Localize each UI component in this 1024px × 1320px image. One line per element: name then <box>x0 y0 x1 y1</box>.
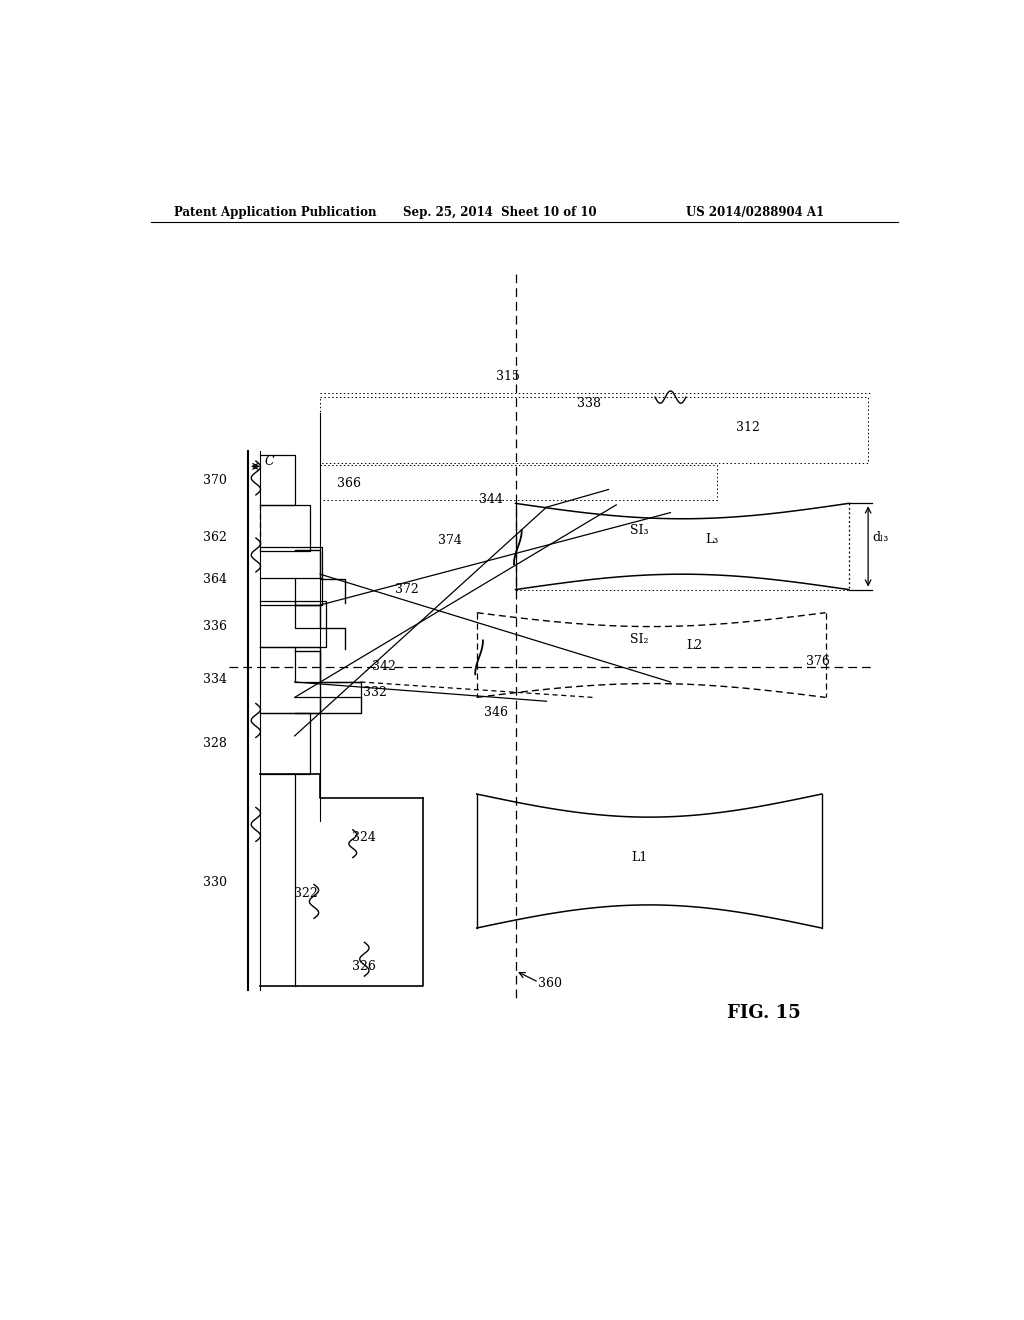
Text: 334: 334 <box>203 673 226 686</box>
Text: 366: 366 <box>337 477 360 490</box>
Text: 370: 370 <box>203 474 226 487</box>
Text: L1: L1 <box>632 851 647 865</box>
Text: SI₂: SI₂ <box>630 634 649 647</box>
Text: L2: L2 <box>686 639 702 652</box>
Text: 376: 376 <box>806 655 829 668</box>
Text: 315: 315 <box>496 370 520 383</box>
Text: 342: 342 <box>372 660 395 673</box>
Text: SI₃: SI₃ <box>630 524 649 537</box>
Text: L₃: L₃ <box>706 533 719 546</box>
Text: 364: 364 <box>203 573 226 586</box>
Text: 344: 344 <box>478 492 503 506</box>
Text: 324: 324 <box>352 832 376 843</box>
Text: 326: 326 <box>352 961 376 973</box>
Text: FIG. 15: FIG. 15 <box>727 1005 801 1022</box>
Text: 330: 330 <box>203 875 226 888</box>
Text: 338: 338 <box>578 397 601 409</box>
Text: 322: 322 <box>294 887 318 900</box>
Text: 332: 332 <box>362 685 386 698</box>
Text: C: C <box>265 454 274 467</box>
Text: 372: 372 <box>395 583 419 597</box>
Text: Sep. 25, 2014  Sheet 10 of 10: Sep. 25, 2014 Sheet 10 of 10 <box>403 206 597 219</box>
Text: 374: 374 <box>437 533 462 546</box>
Text: 346: 346 <box>484 706 508 719</box>
Text: 328: 328 <box>203 737 226 750</box>
Text: 336: 336 <box>203 620 226 634</box>
Text: 362: 362 <box>203 531 226 544</box>
Text: dₗ₃: dₗ₃ <box>872 531 888 544</box>
Text: Patent Application Publication: Patent Application Publication <box>174 206 377 219</box>
Text: 360: 360 <box>539 977 562 990</box>
Text: US 2014/0288904 A1: US 2014/0288904 A1 <box>686 206 824 219</box>
Text: 312: 312 <box>736 421 760 434</box>
